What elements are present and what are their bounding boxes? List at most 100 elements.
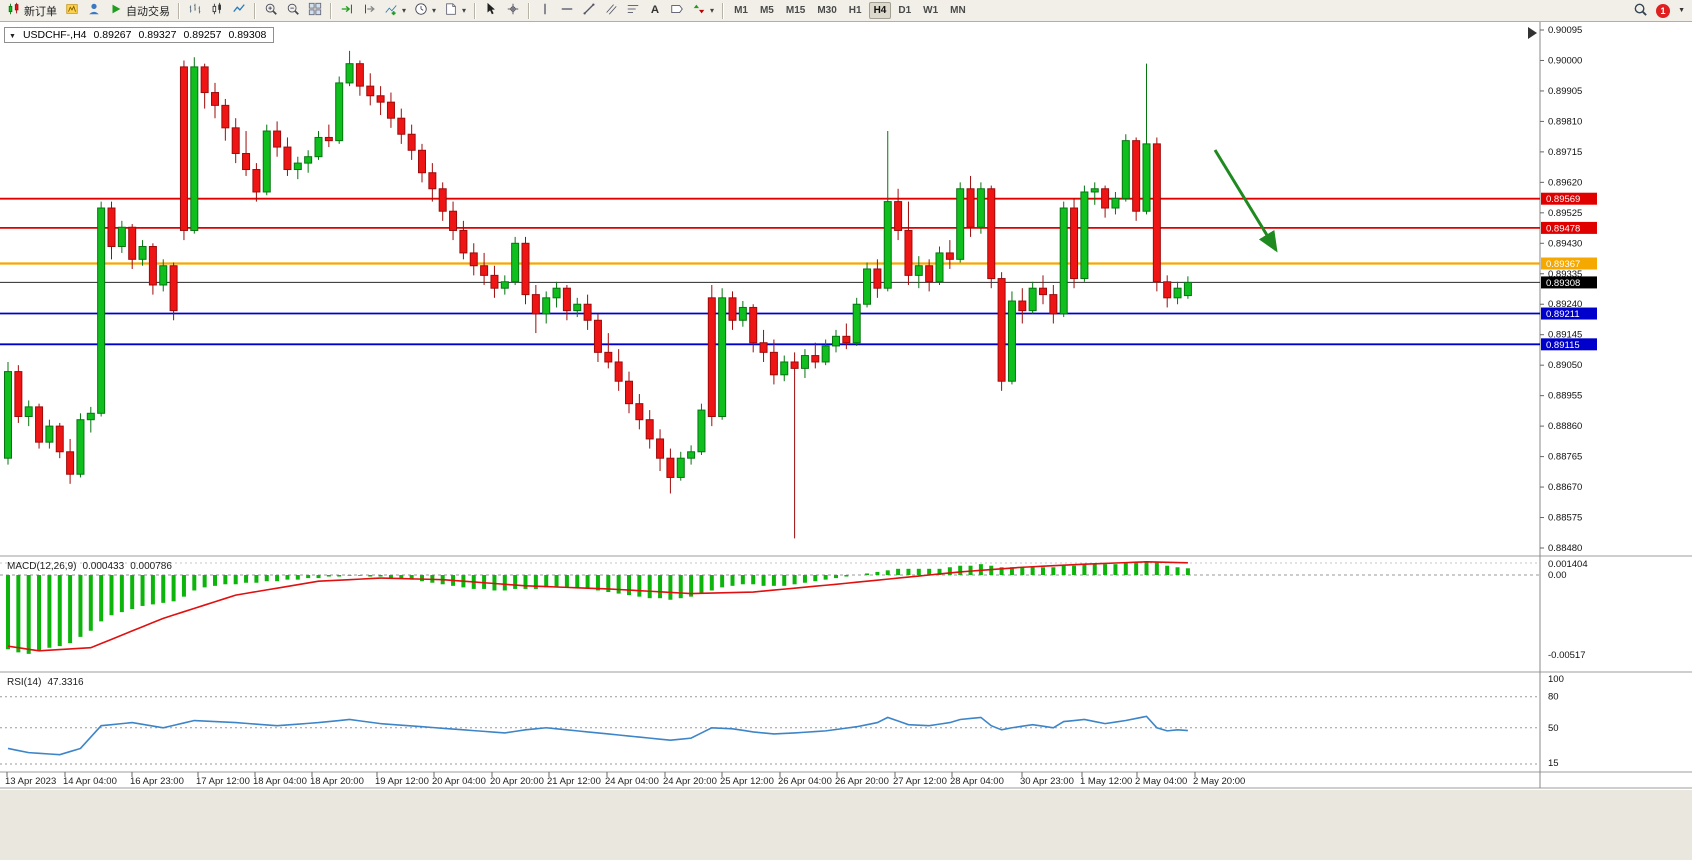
candle [407, 133, 416, 151]
candle [945, 252, 954, 260]
arrows-icon [692, 2, 706, 19]
zoom-out-button[interactable] [282, 1, 304, 21]
text-button[interactable]: A [644, 1, 666, 21]
timeframe-h4-button[interactable]: H4 [868, 2, 892, 19]
candle [521, 242, 530, 296]
candle [1007, 300, 1016, 382]
svg-text:19 Apr 12:00: 19 Apr 12:00 [375, 776, 429, 787]
search-icon [1633, 2, 1648, 20]
autotrading-button[interactable]: 自动交易 [105, 1, 174, 21]
candle [914, 265, 923, 276]
timeframe-toolbar: M1 M5 M15 M30 H1 H4 D1 W1 MN [728, 2, 972, 19]
candle [604, 351, 613, 363]
new-order-button[interactable]: 新订单 [3, 1, 61, 21]
horizontal-line-button[interactable] [556, 1, 578, 21]
rsi-label: RSI(14) 47.3316 [7, 677, 84, 688]
candle [687, 451, 696, 459]
candle [97, 207, 106, 414]
svg-text:0.89367: 0.89367 [1546, 259, 1580, 270]
price-tag [1541, 338, 1597, 351]
candle [24, 406, 33, 417]
bar-chart-icon [188, 2, 202, 19]
crosshair-icon [506, 2, 520, 19]
price-level-lines[interactable] [0, 197, 1540, 346]
chart-canvas[interactable]: 0.90095 0.90000 0.89905 0.89810 0.89715 0.896… [0, 22, 1692, 855]
candle [1059, 207, 1068, 315]
candle [242, 152, 251, 171]
cursor-button[interactable] [480, 1, 502, 21]
price-tag [1541, 221, 1597, 234]
auto-scroll-button[interactable] [336, 1, 358, 21]
candle [138, 246, 147, 260]
svg-text:17 Apr 12:00: 17 Apr 12:00 [196, 776, 250, 787]
arrows-button[interactable] [688, 1, 718, 21]
tile-windows-button[interactable] [304, 1, 326, 21]
channel-button[interactable] [600, 1, 622, 21]
trend-arrow-annotation[interactable] [1213, 149, 1278, 253]
chart-shift-button[interactable] [358, 1, 380, 21]
candle [386, 101, 395, 119]
toolbar-separator [178, 2, 180, 19]
svg-text:0.89810: 0.89810 [1548, 116, 1582, 127]
notification-badge[interactable]: 1 [1656, 3, 1671, 18]
candle [76, 419, 85, 475]
candle [273, 130, 282, 148]
timeframe-m5-button[interactable]: M5 [755, 2, 779, 19]
candlestick-chart-button[interactable] [206, 1, 228, 21]
timeframe-m15-button[interactable]: M15 [781, 2, 810, 19]
candle [45, 425, 54, 443]
timeframe-mn-button[interactable]: MN [945, 2, 971, 19]
timeframe-m1-button[interactable]: M1 [729, 2, 753, 19]
candle [438, 188, 447, 212]
time-axis[interactable]: 13 Apr 2023 14 Apr 04:00 16 Apr 23:00 17 Ap… [5, 772, 1245, 787]
trendline-icon [582, 2, 596, 19]
timeframe-m30-button[interactable]: M30 [812, 2, 841, 19]
fibonacci-button[interactable] [622, 1, 644, 21]
ohlc-close: 0.89308 [228, 29, 267, 41]
svg-text:0.89478: 0.89478 [1546, 223, 1580, 234]
toolbar-separator [474, 2, 477, 19]
clock-icon [414, 2, 428, 19]
crosshair-button[interactable] [502, 1, 524, 21]
svg-text:0.89525: 0.89525 [1548, 208, 1582, 219]
candle [852, 303, 861, 344]
trendline-button[interactable] [578, 1, 600, 21]
text-label-button[interactable] [666, 1, 688, 21]
text-icon: A [648, 2, 662, 19]
candle [707, 297, 716, 417]
svg-text:13 Apr 2023: 13 Apr 2023 [5, 776, 56, 787]
metaeditor-button[interactable] [61, 1, 83, 21]
toolbar-separator [528, 2, 531, 19]
autoscroll-marker [1528, 27, 1537, 39]
community-button[interactable] [83, 1, 105, 21]
macd-value-signal: 0.000786 [130, 561, 172, 572]
timeframe-w1-button[interactable]: W1 [918, 2, 943, 19]
price-axis[interactable]: 0.90095 0.90000 0.89905 0.89810 0.89715 0.896… [1540, 25, 1582, 554]
zoom-in-button[interactable] [260, 1, 282, 21]
svg-text:0.89240: 0.89240 [1548, 299, 1582, 310]
symbol-period: USDCHF-,H4 [22, 29, 87, 41]
svg-text:0.89569: 0.89569 [1546, 194, 1580, 205]
toolbar-overflow-button[interactable] [1674, 1, 1689, 21]
candle [666, 457, 675, 478]
candle [179, 66, 188, 231]
vertical-line-button[interactable] [534, 1, 556, 21]
price-tag [1541, 257, 1597, 270]
candle [966, 188, 975, 228]
timeframe-d1-button[interactable]: D1 [893, 2, 916, 19]
candle [4, 371, 12, 459]
svg-text:0.88765: 0.88765 [1548, 452, 1582, 463]
candle [769, 351, 778, 376]
templates-button[interactable] [440, 1, 470, 21]
bar-chart-button[interactable] [184, 1, 206, 21]
window-menu-icon[interactable] [9, 29, 16, 41]
chart-svg: 0.90095 0.90000 0.89905 0.89810 0.89715 0.896… [0, 22, 1692, 855]
svg-text:21 Apr 12:00: 21 Apr 12:00 [547, 776, 601, 787]
search-button[interactable] [1629, 1, 1652, 21]
indicators-button[interactable] [380, 1, 410, 21]
candle [738, 306, 747, 321]
line-chart-button[interactable] [228, 1, 250, 21]
rsi-name: RSI(14) [7, 677, 42, 688]
timeframe-h1-button[interactable]: H1 [844, 2, 867, 19]
periods-button[interactable] [410, 1, 440, 21]
